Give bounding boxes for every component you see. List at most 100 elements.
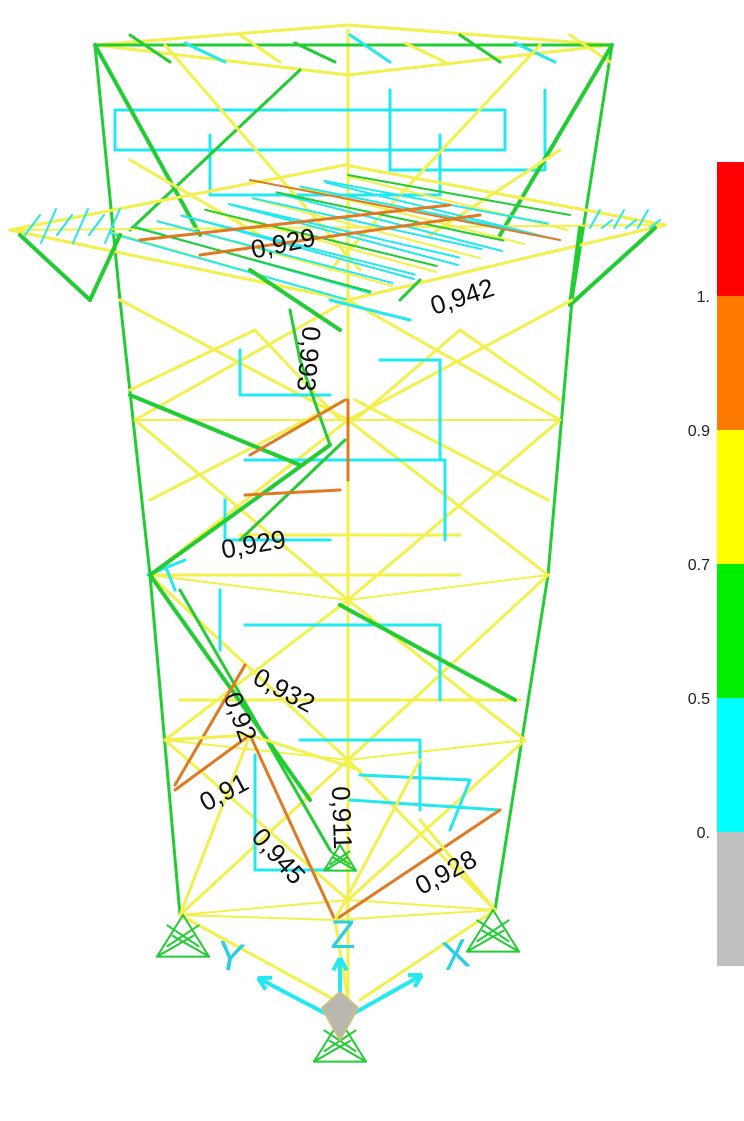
internal-frame — [448, 778, 472, 832]
platform-grid — [228, 203, 460, 259]
face-brace — [148, 398, 347, 502]
top-cap-brace — [238, 33, 282, 64]
support — [466, 929, 505, 953]
support — [156, 914, 184, 958]
legend-band — [717, 564, 744, 698]
internal-frame — [348, 798, 502, 812]
face-brace — [253, 328, 342, 422]
face-brace — [118, 298, 350, 422]
support — [329, 850, 351, 866]
support — [313, 1039, 352, 1063]
horizontal — [179, 914, 336, 921]
top-cap-brace — [458, 33, 502, 64]
member-ratio-label: 0,993 — [291, 325, 327, 392]
member-ratio-label: 0,932 — [248, 662, 320, 719]
legend-band — [717, 296, 744, 430]
top-cap-brace — [348, 33, 392, 64]
outrigger — [88, 233, 122, 302]
horizontal — [347, 574, 549, 601]
top-diagonal — [128, 158, 262, 237]
platform-edge — [8, 228, 350, 302]
platform-grid — [253, 198, 481, 259]
top-cap-brace — [183, 41, 227, 64]
top-diagonal — [93, 43, 202, 237]
platform-edge — [9, 224, 666, 231]
critical-member — [173, 663, 247, 787]
legend-tick-label: 0.7 — [688, 557, 710, 574]
horizontal — [347, 739, 526, 761]
outrigger-brace — [649, 219, 661, 229]
platform-beam — [198, 213, 482, 257]
platform-grid — [251, 197, 483, 250]
support — [182, 914, 210, 958]
platform-grid — [156, 220, 394, 284]
top-diagonal — [128, 68, 302, 232]
face-brace — [358, 908, 497, 1002]
platform-edge — [343, 163, 667, 227]
color-legend: 1. 0.9 0.7 0.5 0. — [688, 162, 744, 966]
outrigger-brace — [104, 208, 121, 244]
top-diagonal — [328, 43, 542, 272]
outrigger-brace — [72, 208, 89, 244]
member-ratio-label: 0,911 — [326, 786, 358, 850]
heavy-diagonal — [178, 588, 332, 852]
legend-band — [717, 698, 744, 832]
outrigger — [568, 226, 657, 307]
top-diagonal — [498, 43, 614, 237]
support — [328, 1039, 367, 1063]
platform-edge — [346, 223, 667, 302]
tower-leg — [118, 298, 152, 577]
horizontal — [347, 899, 496, 911]
outrigger-brace — [637, 209, 649, 229]
platform-edge — [8, 163, 347, 232]
support — [476, 919, 510, 943]
horizontal — [334, 909, 496, 921]
frame-members — [8, 23, 667, 1063]
support — [481, 929, 520, 953]
face-brace — [163, 733, 252, 742]
critical-member — [248, 733, 337, 922]
heavy-diagonal — [338, 603, 517, 702]
heavy-diagonal — [298, 358, 332, 447]
legend-tick-label: 0. — [697, 825, 710, 842]
face-brace — [346, 573, 550, 762]
platform-beam — [138, 203, 452, 242]
platform-grid — [109, 232, 349, 301]
outrigger-brace — [24, 214, 41, 236]
critical-member — [333, 808, 502, 922]
support — [339, 844, 357, 872]
internal-frame — [328, 298, 412, 322]
member-ratio-label: 0,929 — [219, 524, 288, 565]
axis-label-x: X — [439, 931, 473, 979]
legend-tick-label: 0.9 — [688, 423, 710, 440]
face-brace — [128, 328, 257, 392]
platform-grid — [277, 192, 503, 252]
outrigger — [568, 226, 582, 307]
face-brace — [346, 298, 562, 422]
face-brace — [346, 298, 574, 422]
support — [323, 856, 348, 872]
tower-leg — [570, 43, 614, 302]
outrigger-brace — [40, 208, 57, 244]
outrigger-brace — [601, 219, 613, 229]
support — [332, 856, 357, 872]
outrigger-brace — [56, 214, 73, 236]
top-cap-edge — [346, 43, 614, 77]
horizontal — [149, 574, 349, 601]
face-brace — [248, 733, 362, 772]
face-brace — [346, 418, 550, 577]
internal-frame — [163, 563, 177, 592]
heavy-diagonal — [398, 278, 422, 302]
axis-arrowhead — [256, 976, 268, 991]
critical-member — [173, 733, 252, 792]
support — [466, 909, 494, 953]
axis-label-y: Y — [213, 933, 247, 981]
face-brace — [346, 738, 527, 902]
heavy-diagonal — [248, 268, 342, 332]
top-cap-edge — [93, 23, 350, 47]
platform-grid — [275, 191, 505, 242]
top-cap-brace — [128, 33, 172, 64]
horizontal — [179, 899, 349, 916]
member-ratio-labels: 0,9290,9420,9930,9290,9320,920,910,9450,… — [194, 222, 497, 901]
